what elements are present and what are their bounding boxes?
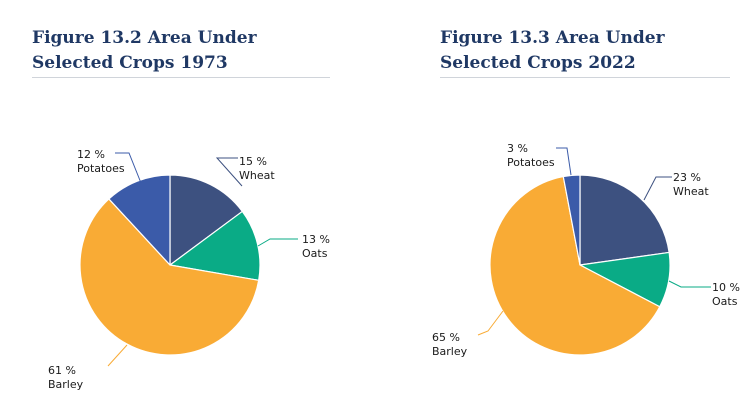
category-label-potatoes: Potatoes — [507, 156, 555, 169]
pie-chart-1973: 15 %Wheat 13 %Oats 61 %Barley 12 %Potatoes — [48, 148, 330, 391]
pie-slice-oats — [169, 210, 261, 281]
pie-slice-wheat — [169, 174, 243, 266]
pie-slice-wheat — [579, 174, 670, 266]
pie-slice-barley — [79, 198, 260, 356]
leader-line-wheat — [643, 176, 672, 201]
data-label-potatoes: 12 % — [77, 148, 105, 161]
data-label-oats: 10 % — [712, 281, 740, 294]
leader-line-wheat — [215, 157, 243, 187]
pie-slice-barley — [489, 175, 661, 356]
leader-line-potatoes — [115, 152, 142, 184]
pie-slice-potatoes — [562, 174, 581, 266]
leader-line-oats — [257, 238, 298, 247]
chart-title: Figure 13.3 Area Under Selected Crops 20… — [440, 28, 665, 73]
category-label-barley: Barley — [432, 345, 468, 358]
title-divider — [440, 77, 730, 78]
data-label-wheat: 15 % — [239, 155, 267, 168]
data-label-wheat: 23 % — [673, 171, 701, 184]
category-label-wheat: Wheat — [673, 185, 709, 198]
chart-panel-1973: Figure 13.2 Area Under Selected Crops 19… — [0, 0, 370, 411]
leader-line-barley — [477, 310, 504, 336]
chart-panel-2022: Figure 13.3 Area Under Selected Crops 20… — [400, 0, 755, 411]
chart-title: Figure 13.2 Area Under Selected Crops 19… — [32, 28, 257, 73]
category-label-wheat: Wheat — [239, 169, 275, 182]
category-label-potatoes: Potatoes — [77, 162, 125, 175]
data-label-barley: 65 % — [432, 331, 460, 344]
data-label-barley: 61 % — [48, 364, 76, 377]
data-label-potatoes: 3 % — [507, 142, 528, 155]
data-label-oats: 13 % — [302, 233, 330, 246]
category-label-oats: Oats — [302, 247, 328, 260]
leader-line-oats — [668, 280, 711, 288]
pie-slice-potatoes — [108, 174, 171, 266]
leader-line-potatoes — [556, 147, 572, 176]
category-label-oats: Oats — [712, 295, 738, 308]
leader-line-barley — [107, 344, 128, 367]
category-label-barley: Barley — [48, 378, 84, 391]
title-divider — [32, 77, 330, 78]
pie-chart-2022: 23 %Wheat 10 %Oats 65 %Barley 3 %Potatoes — [432, 142, 740, 358]
